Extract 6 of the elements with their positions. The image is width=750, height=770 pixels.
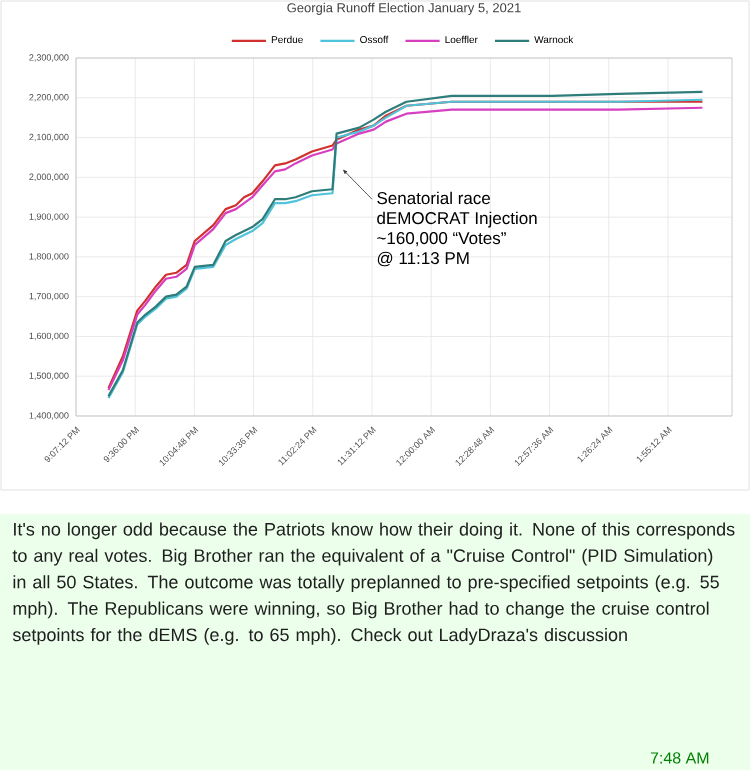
text: 7:48 AM [650,752,709,764]
text: It's no longer odd because the Patriots know how their doing it. None of this corresponds to any real votes. Big Brother ran the equivalent of a "Cruise Control" (PID Simulation) in all 50 States. The outcome was totally preplanned to pre-specified setpoints (e.g. 55 mph). The Republicans were winning, so Big Brother had to change the cruise control setpoints for the dEMS (e.g. to 65 mph). Check out LadyDraza's discussion [12,522,735,645]
annotation: dEMOCRAT Injection [377,211,537,228]
annotation: @ 11:13 PM [377,251,469,267]
annotation: Senatorial race [377,191,490,205]
annotation: ~160,000 “Votes” [377,232,506,247]
